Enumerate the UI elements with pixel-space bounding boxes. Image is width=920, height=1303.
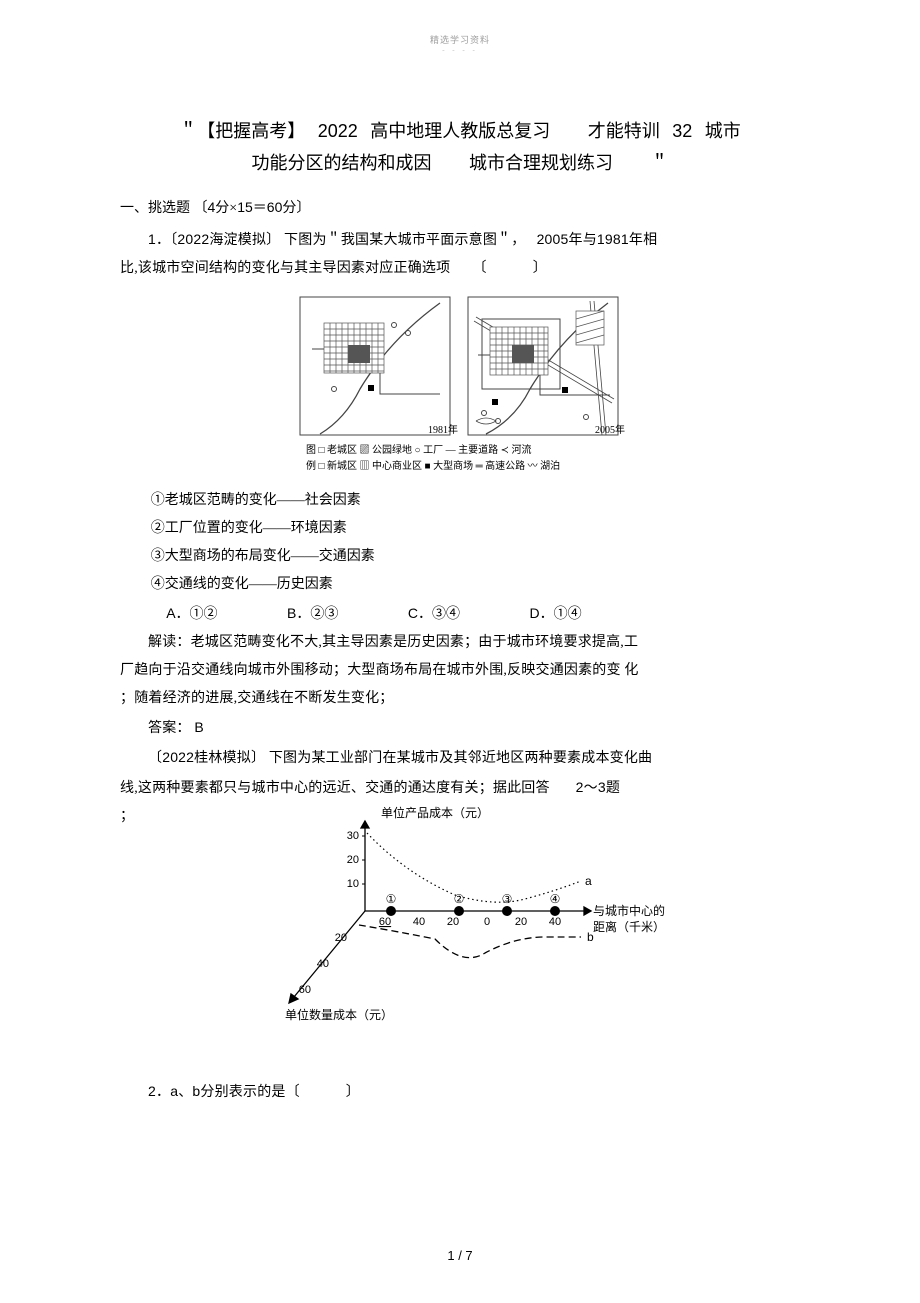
fig2-yt-10: 10 <box>347 878 359 890</box>
q1-line2-text: 比,该城市空间结构的变化与其主导因素对应正确选项 <box>120 261 450 276</box>
fig2-c2: ② <box>454 892 465 906</box>
q1-options: A．①② B．②③ C．③④ D．①④ <box>120 599 800 629</box>
fig2-xlabel-2: 距离（千米） <box>593 919 665 934</box>
title-quote-close: ＂ <box>651 153 669 173</box>
q1-ans-value: B <box>194 719 204 735</box>
q2i-f: ～ <box>584 781 598 796</box>
page-number: 1 / 7 <box>0 1248 920 1263</box>
title-line2-a: 功能分区的结构和成因 <box>252 153 432 173</box>
q2-a: a <box>170 1083 178 1099</box>
sec-prefix: 一、挑选题 〔 <box>120 201 208 216</box>
title-part-c: 高中地理人教版总复习 <box>370 121 550 141</box>
watermark-line2: - - - - <box>0 46 920 54</box>
q1-choice-2: ②工厂位置的变化——环境因素 <box>120 515 800 543</box>
q1-num: 1． <box>148 231 170 247</box>
fig2-ylabel-bottom: 单位数量成本（元） <box>285 1007 393 1022</box>
q1-txt1: 年与 <box>569 233 597 248</box>
fig2-xt-2: 20 <box>447 916 459 928</box>
title-year: 2022 <box>318 121 358 141</box>
q1-line2: 比,该城市空间结构的变化与其主导因素对应正确选项 〔 〕 <box>120 255 800 283</box>
q2i-d: 线,这两种要素都只与城市中心的远近、交通的通达度有关；据此回答 <box>120 781 550 796</box>
q2-num: 2． <box>148 1083 170 1099</box>
document-title: ＂【把握高考】 2022 高中地理人教版总复习 才能特训 32 城市 功能分区的… <box>120 115 800 179</box>
pagenum-tot: 7 <box>465 1248 472 1263</box>
title-part-f: 城市 <box>705 121 741 141</box>
section-header: 一、挑选题 〔4分×15＝60分〕 <box>120 193 800 223</box>
q2i-b: 2022 <box>162 749 194 765</box>
q2-intro-line2: 线,这两种要素都只与城市中心的远近、交通的通达度有关；据此回答 2～3题 <box>120 773 800 803</box>
q1-opt-a: A．①② <box>166 599 217 627</box>
fig2-yd-40: 40 <box>317 958 329 970</box>
pagenum-cur: 1 <box>447 1248 454 1263</box>
q1-explanation-1: 解读：老城区范畴变化不大,其主导因素是历史因素；由于城市环境要求提高,工 <box>120 629 800 657</box>
sec-mid1: 分× <box>215 201 237 216</box>
fig1-legend-row1: 图 □ 老城区 ▨ 公园绿地 ○ 工厂 — 主要道路 ≺ 河流 <box>306 443 531 456</box>
fig2-xt-1: 40 <box>413 916 425 928</box>
fig2-c1: ① <box>386 892 397 906</box>
sec-pts-b: 15 <box>237 199 253 215</box>
q2i-e: 2 <box>576 779 584 795</box>
q1-choice-4: ④交通线的变化——历史因素 <box>120 571 800 599</box>
fig1-panel2-label: 2005年 <box>595 423 625 436</box>
watermark-line1: 精选学习资料 <box>0 33 920 46</box>
q1-txt2: 年相 <box>629 233 657 248</box>
fig2-yd-60: 60 <box>299 984 311 996</box>
fig2-c4: ④ <box>550 892 561 906</box>
sec-eq: ＝ <box>253 201 267 216</box>
q1-opt-c: C．③④ <box>408 599 460 627</box>
q1-ans-label: 答案： <box>148 721 191 736</box>
q2-intro-line1: 〔2022桂林模拟〕 下图为某工业部门在某城市及其邻近地区两种要素成本变化曲 <box>120 743 800 773</box>
q2-stem: 2．a、b分别表示的是〔〕 <box>120 1077 800 1107</box>
fig2-yt-20: 20 <box>347 854 359 866</box>
q1-answer: 答案： B <box>120 713 800 743</box>
figure-cost-curves: 单位产品成本（元） 单位数量成本（元） 与城市中心的 距离（千米） 10 20 … <box>245 803 675 1033</box>
q1-choice-1: ①老城区范畴的变化——社会因素 <box>120 487 800 515</box>
fig2-label-a: a <box>585 874 592 888</box>
q1-explanation-3: ；随着经济的进展,交通线在不断发生变化； <box>120 685 800 713</box>
q1-yr1: 2005 <box>537 231 569 247</box>
fig2-label-b: b <box>587 930 594 944</box>
q1-opt-b: B．②③ <box>287 599 338 627</box>
q1-opt-d: D．①④ <box>530 599 582 627</box>
q1-stem: 1．〔2022海淀模拟〕 下图为＂我国某大城市平面示意图＂， 2005年与198… <box>120 225 800 255</box>
title-line2-b: 城市合理规划练习 <box>469 153 613 173</box>
q2i-g: 3 <box>598 779 606 795</box>
q2i-h: 题 <box>606 781 620 796</box>
q2i-a: 〔 <box>148 751 162 766</box>
fig2-ylabel-top: 单位产品成本（元） <box>381 805 489 820</box>
fig2-xt-3: 0 <box>484 916 490 928</box>
fig2-xt-4: 20 <box>515 916 527 928</box>
fig2-xlabel-1: 与城市中心的 <box>593 903 665 918</box>
fig2-xt-0: 60 <box>379 916 391 928</box>
title-quote-open: ＂【把握高考】 <box>179 121 305 141</box>
page-content: ＂【把握高考】 2022 高中地理人教版总复习 才能特训 32 城市 功能分区的… <box>120 115 800 1107</box>
figure-city-maps: 1981年 <box>290 289 630 479</box>
q2-bracket-r: 〕 <box>346 1085 360 1100</box>
fig2-yt-30: 30 <box>347 830 359 842</box>
q1-src-b: 2022 <box>177 231 209 247</box>
pagenum-sep: / <box>455 1248 466 1263</box>
fig1-legend-row2: 例 □ 新城区 ▥ 中心商业区 ■ 大型商场 ═ 高速公路 〰 湖泊 <box>306 459 560 472</box>
q1-explanation-2: 厂趋向于沿交通线向城市外围移动；大型商场布局在城市外围,反映交通因素的变 化 <box>120 657 800 685</box>
q1-choice-3: ③大型商场的布局变化——交通因素 <box>120 543 800 571</box>
fig2-xt-5: 40 <box>549 916 561 928</box>
q1-src-c: 海淀模拟〕 下图为＂我国某大城市平面示意图＂， <box>209 233 525 248</box>
fig2-c3: ③ <box>502 892 513 906</box>
q1-bracket-l: 〔 <box>473 261 487 276</box>
q2-tail: 分别表示的是〔 <box>200 1085 299 1100</box>
title-part-d: 才能特训 <box>588 121 660 141</box>
sec-suffix: 分〕 <box>282 201 310 216</box>
q2i-c: 桂林模拟〕 下图为某工业部门在某城市及其邻近地区两种要素成本变化曲 <box>194 751 652 766</box>
sec-pts-c: 60 <box>267 199 283 215</box>
title-num: 32 <box>672 121 692 141</box>
q2-mid: 、 <box>178 1085 192 1100</box>
q1-bracket-r: 〕 <box>533 261 547 276</box>
fig2-yd-20: 20 <box>335 932 347 944</box>
q1-yr2: 1981 <box>597 231 629 247</box>
fig1-panel1-label: 1981年 <box>428 423 458 436</box>
